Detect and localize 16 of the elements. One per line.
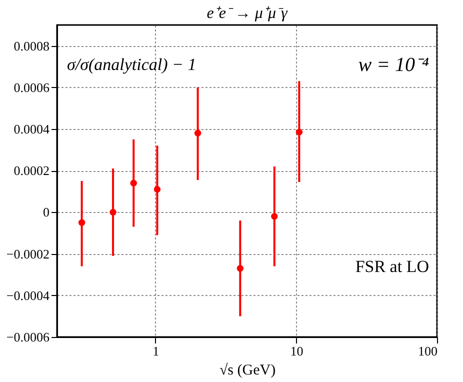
y-tick-label: −0.0004 xyxy=(6,288,50,303)
x-tick-label: 1 xyxy=(152,344,160,358)
chart-title: e⁺e⁻ → μ⁺μ⁻γ xyxy=(206,5,288,22)
x-tick-label: 10 xyxy=(290,344,304,358)
y-tick-label: 0.0008 xyxy=(14,38,50,54)
x-axis-title: √s (GeV) xyxy=(219,362,276,378)
y-tick-label: 0.0004 xyxy=(14,122,50,136)
y-tick-label: 0.0002 xyxy=(14,163,50,178)
annotation: w = 10⁻⁴ xyxy=(358,54,430,76)
y-tick-label: 0.0006 xyxy=(14,80,50,95)
y-tick-label: −0.0002 xyxy=(6,246,50,262)
y-tick-label: −0.0006 xyxy=(6,330,50,344)
annotation: σ/σ(analytical) − 1 xyxy=(67,55,196,74)
y-tick-label: 0 xyxy=(43,204,50,220)
x-tick-label: 100 xyxy=(418,344,438,358)
annotation: FSR at LO xyxy=(355,257,429,276)
